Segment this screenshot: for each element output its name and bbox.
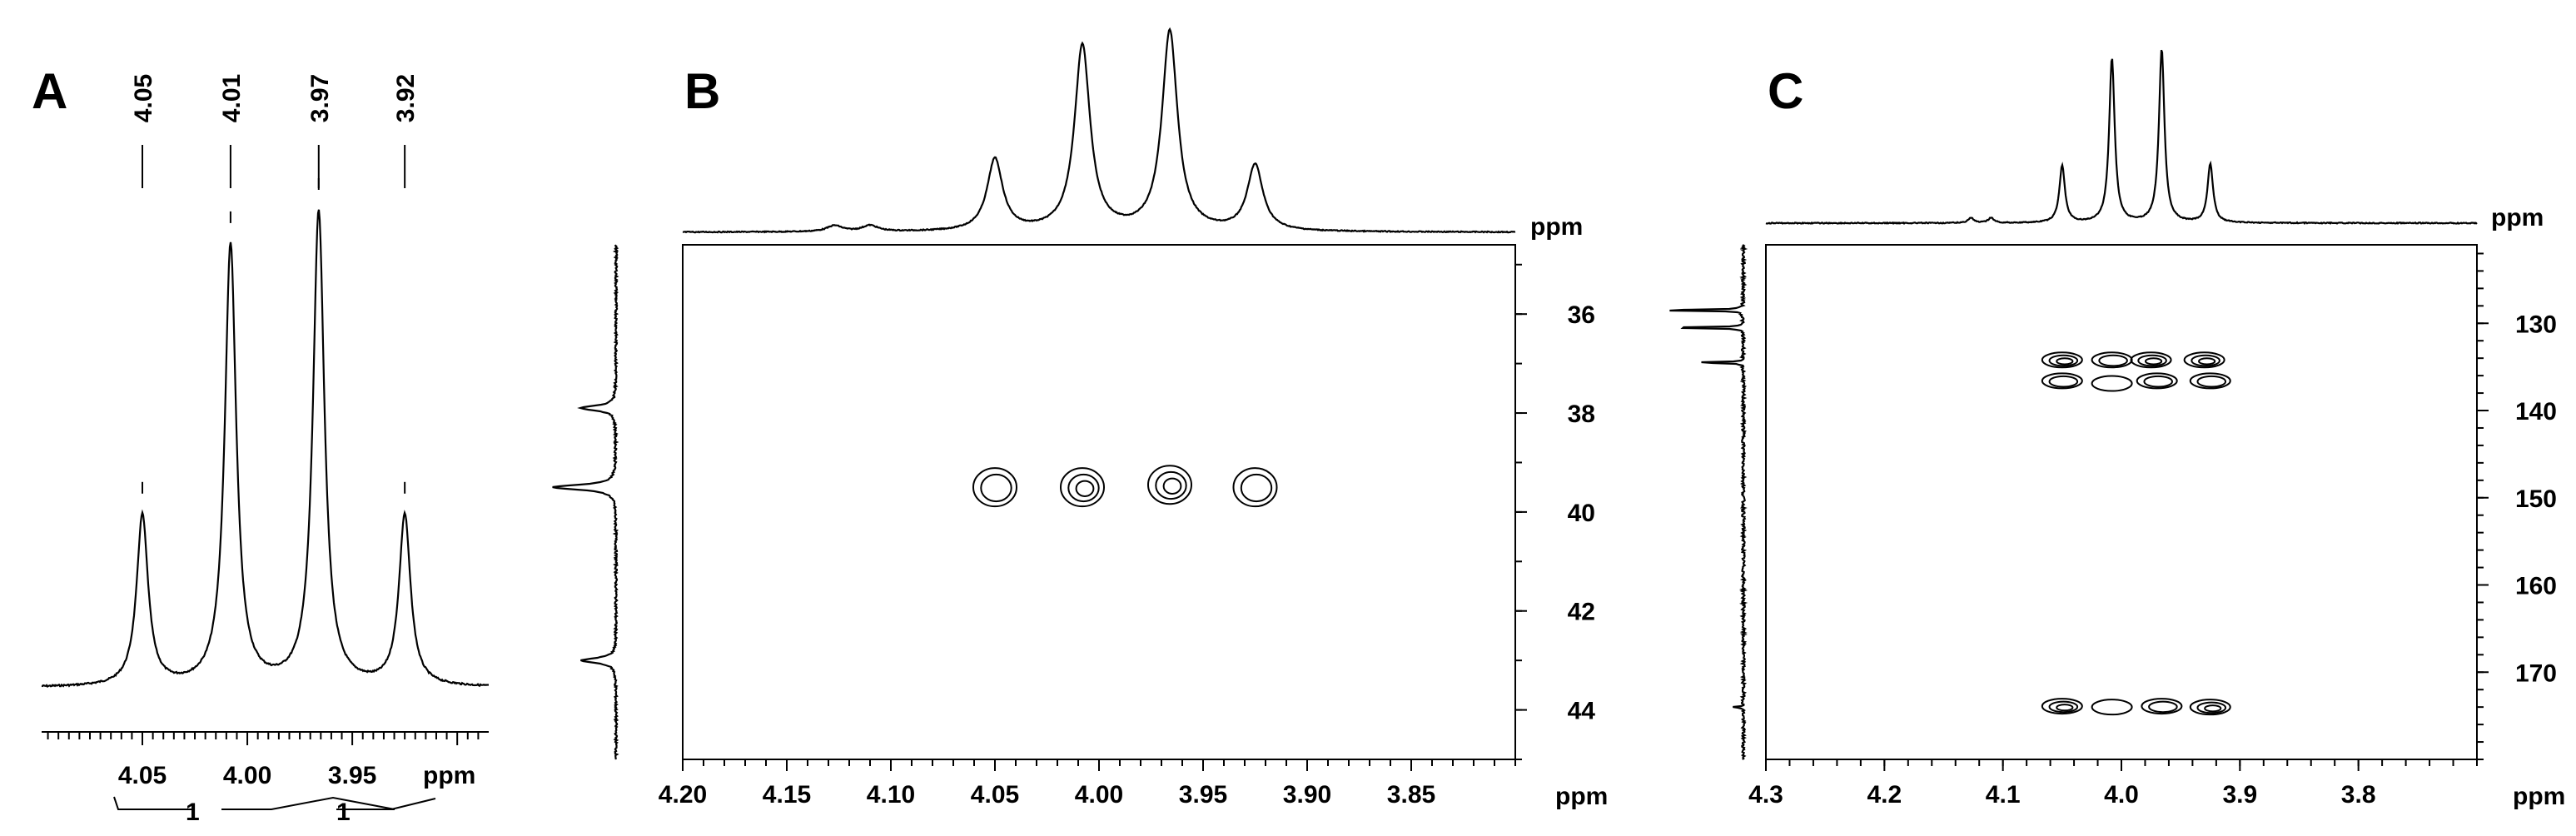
cross-peak-contour [2189,372,2231,390]
y-tick-label: 38 [1568,401,1595,428]
cross-peak-contour [2091,351,2133,369]
cross-peak-contour [2196,375,2227,388]
panel-b: B 4.20 4.15 4.10 4.05 4.00 3.95 3.90 3.85 36 38 4… [552,27,1608,810]
panel-a-spectrum-trace [41,209,489,688]
x-tick-label: 4.3 [1748,781,1783,809]
panel-b-cross-peaks [972,465,1278,508]
panel-a-peak-label: 4.01 [218,74,246,122]
x-tick-label: 3.85 [1387,781,1435,809]
panel-c-plot-frame [1765,244,2478,760]
cross-peak-contour [2183,351,2225,369]
panel-c-x-axis-unit: ppm [2513,783,2565,810]
cross-peak-contour [2141,698,2183,715]
panel-c-y-ticks: 130 140 150 160 170 [2477,252,2557,760]
panel-b-x-axis-unit: ppm [1555,783,1608,810]
y-tick-label: 40 [1568,500,1595,527]
panel-a-x-tick-label: 4.05 [118,762,167,789]
y-tick-label: 130 [2515,311,2557,338]
panel-b-top-projection [682,27,1516,234]
panel-a-x-tick-label: 3.95 [328,762,376,789]
cross-peak-contour [2048,354,2079,367]
x-tick-label: 3.9 [2222,781,2257,809]
x-tick-label: 3.95 [1179,781,1227,809]
cross-peak-contour [1162,477,1182,495]
panel-c: C 4.3 4.2 4.1 4.0 3.9 3.8 130 140 150 160 170 ppm… [1669,49,2565,810]
x-tick-label: 4.2 [1867,781,1902,809]
panel-c-x-ticks: 4.3 4.2 4.1 4.0 3.9 3.8 [1748,759,2478,809]
y-tick-label: 44 [1568,698,1596,725]
cross-peak-contour [2191,354,2220,367]
cross-peak-contour [2148,700,2178,714]
y-tick-label: 160 [2515,573,2557,600]
cross-peak-contour [1067,473,1100,503]
panel-a-letter: A [32,63,67,119]
y-tick-label: 150 [2515,485,2557,513]
panel-a-peak-label: 4.05 [130,74,157,122]
cross-peak-contour [2056,704,2074,712]
cross-peak-contour [2098,354,2128,367]
cross-peak-contour [2041,351,2083,369]
panel-c-letter: C [1768,63,1803,119]
cross-peak-contour [1232,467,1278,508]
panel-a-peak-labels: 4.05 4.01 3.97 3.92 [130,74,420,494]
x-tick-label: 4.1 [1986,781,2021,809]
panel-c-top-projection [1765,49,2478,225]
panel-a-integral-value: 1 [336,799,351,826]
cross-peak-contour [1060,467,1105,508]
x-tick-label: 4.10 [867,781,915,809]
cross-peak-contour [980,473,1012,503]
x-tick-label: 4.05 [971,781,1019,809]
x-tick-label: 4.0 [2104,781,2139,809]
y-tick-label: 36 [1568,301,1595,329]
panel-b-x-ticks: 4.20 4.15 4.10 4.05 4.00 3.95 3.90 3.85 [659,759,1516,809]
y-tick-label: 170 [2515,659,2557,687]
cross-peak-contour [2143,375,2173,388]
panel-b-letter: B [684,63,720,119]
cross-peak-contour [1075,480,1095,497]
cross-peak-contour [1240,473,1273,503]
x-tick-label: 4.20 [659,781,707,809]
x-tick-label: 3.90 [1283,781,1331,809]
cross-peak-contour [2204,704,2222,713]
panel-b-side-projection [552,244,619,760]
cross-peak-contour [2189,699,2231,716]
cross-peak-contour [2091,699,2133,716]
cross-peak-contour [2144,357,2163,366]
cross-peak-contour [972,467,1017,508]
cross-peak-contour [1155,470,1187,500]
cross-peak-contour [2137,354,2167,367]
cross-peak-contour [2136,372,2178,390]
panel-a-integral-value: 1 [186,799,200,826]
panel-b-y-ticks: 36 38 40 42 44 [1515,263,1596,760]
panel-a-integral-brackets [113,796,436,810]
x-tick-label: 4.00 [1075,781,1123,809]
cross-peak-contour [1147,465,1192,505]
panel-a-x-tick-label: 4.00 [223,762,271,789]
cross-peak-contour [2056,357,2074,366]
panel-a-peak-label: 3.92 [392,74,420,122]
y-tick-label: 42 [1568,599,1595,626]
cross-peak-contour [2196,701,2227,714]
cross-peak-contour [2048,700,2079,714]
cross-peak-contour [2198,357,2216,366]
cross-peak-contour [2041,698,2083,715]
cross-peak-contour [2091,375,2133,392]
panel-a-peak-label: 3.97 [306,74,334,122]
panel-c-cross-peaks [2041,351,2231,716]
panel-c-top-unit: ppm [2491,204,2544,231]
panel-a: A 4.05 4.01 3.97 3.92 4.05 4.00 3.95 ppm 1 … [32,63,489,826]
cross-peak-contour [2130,351,2172,369]
panel-b-top-unit: ppm [1530,213,1583,241]
panel-a-minor-ticks [47,732,480,745]
cross-peak-contour [2048,375,2079,388]
y-tick-label: 140 [2515,398,2557,425]
cross-peak-contour [2041,372,2083,390]
panel-b-plot-frame [682,244,1516,760]
panel-c-side-projection [1669,244,1748,760]
panel-a-x-axis-unit: ppm [423,762,475,789]
x-tick-label: 3.8 [2341,781,2376,809]
x-tick-label: 4.15 [763,781,811,809]
